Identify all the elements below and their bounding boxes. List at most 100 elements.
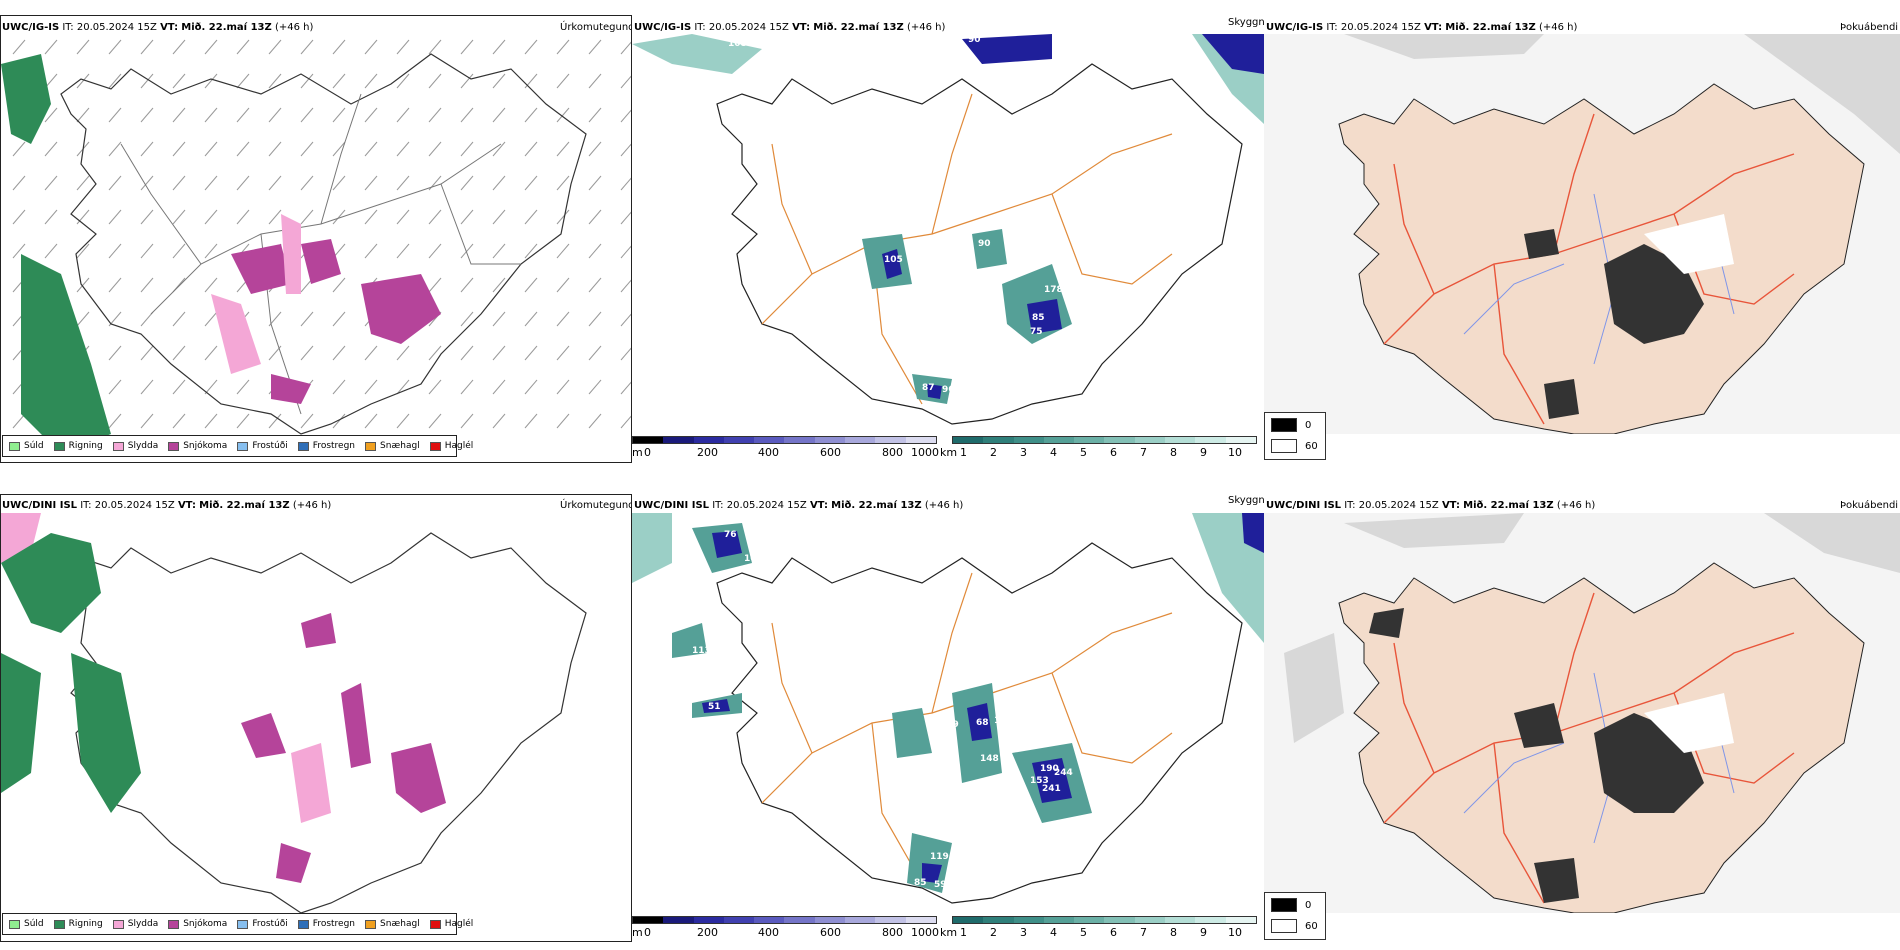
scale-tick: 2 <box>990 446 997 459</box>
wind-barb <box>492 379 506 395</box>
wind-barb <box>44 107 58 123</box>
wind-barb <box>524 107 538 123</box>
scale-swatch <box>1195 917 1226 923</box>
vis-sea-patches <box>632 34 1264 124</box>
legend-item: Frostúði <box>237 441 288 451</box>
wind-barb <box>588 277 602 293</box>
scale-swatch <box>723 437 755 443</box>
wind-barb <box>268 175 282 191</box>
ceiling-value-label: 33 <box>672 712 685 722</box>
legend-item: Frostúði <box>237 919 288 929</box>
scale-swatch <box>754 437 785 443</box>
wind-barb <box>300 175 314 191</box>
wind-barb <box>76 73 90 89</box>
ceiling-value-label: 244 <box>1054 768 1073 778</box>
wind-barb <box>172 413 186 429</box>
fog-legend-row: 60 <box>1271 439 1318 453</box>
wind-barb <box>268 107 282 123</box>
wind-barb <box>556 141 570 157</box>
wind-barb <box>396 243 410 259</box>
fog-sea-gray <box>1284 513 1900 743</box>
scale-tick: 8 <box>1170 926 1177 939</box>
panel-title: Úrkomutegund <box>560 500 632 511</box>
wind-barb <box>140 413 154 429</box>
legend-swatch <box>112 919 124 929</box>
scale-swatch <box>723 917 755 923</box>
ceiling-value-label: 119 <box>930 852 949 862</box>
legend-item: Snæhagl <box>365 919 420 929</box>
wind-barb <box>524 379 538 395</box>
wind-barb <box>140 175 154 191</box>
wind-barb <box>460 175 474 191</box>
wind-barb <box>332 141 346 157</box>
roads <box>120 93 521 415</box>
wind-barb <box>396 73 410 89</box>
fog-dark <box>1524 229 1704 419</box>
scale-swatch <box>875 917 906 923</box>
wind-barb <box>172 141 186 157</box>
ceiling-value-label: 119 <box>940 720 959 730</box>
ceiling-value-label: 51 <box>708 702 721 712</box>
wind-barb <box>492 107 506 123</box>
wind-barb <box>396 107 410 123</box>
precip-panel-dini: UWC/DINI ISL IT: 20.05.2024 15Z VT: Mið.… <box>0 480 632 950</box>
wind-barb <box>460 243 474 259</box>
fog-map <box>1264 513 1900 913</box>
wind-barb <box>620 211 631 225</box>
fog-map <box>1264 34 1900 434</box>
scale-tick: 400 <box>758 926 779 939</box>
scale-tick: 6 <box>1110 926 1117 939</box>
roads <box>1383 592 1795 904</box>
ceiling-value-label: 190 <box>1040 764 1059 774</box>
wind-barb <box>204 73 218 89</box>
wind-barb <box>556 277 570 293</box>
scale-tick: 200 <box>697 446 718 459</box>
wind-barb <box>492 413 506 429</box>
wind-barb <box>268 413 282 429</box>
wind-barb <box>588 413 602 429</box>
scale-tick: 10 <box>1228 446 1242 459</box>
legend-item: Frostregn <box>297 919 355 929</box>
wind-barb <box>300 209 314 225</box>
ceiling-value-label: 87 <box>922 383 935 393</box>
roads <box>1383 113 1795 425</box>
wind-barb <box>524 209 538 225</box>
ceiling-north <box>1242 513 1264 553</box>
scale-tick: 6 <box>1110 446 1117 459</box>
wind-barb <box>140 277 154 293</box>
wind-barb <box>428 243 442 259</box>
fog-light <box>1644 214 1734 274</box>
iceland-land <box>1338 83 1865 434</box>
wind-barb <box>396 209 410 225</box>
vis-unit: km <box>940 926 958 939</box>
wind-barb <box>588 39 602 55</box>
wind-barb <box>588 141 602 157</box>
wind-barb <box>204 311 218 327</box>
scale-swatch <box>983 917 1014 923</box>
ceiling-value-label: 148 <box>980 754 999 764</box>
wind-barb <box>556 175 570 191</box>
fog-legend-row: 0 <box>1271 898 1311 912</box>
wind-barb <box>172 243 186 259</box>
scale-tick: 400 <box>758 446 779 459</box>
ceiling-value-label: 108 <box>744 554 763 564</box>
wind-barb <box>556 73 570 89</box>
fog-legend: 0 60 <box>1264 412 1326 460</box>
wind-barb <box>140 73 154 89</box>
scale-tick: 7 <box>1140 446 1147 459</box>
scale-tick: 7 <box>1140 926 1147 939</box>
scale-swatch <box>1043 917 1075 923</box>
ceiling-scale: m 0 200 400 600 800 1000 <box>632 916 942 939</box>
scale-tick: 0 <box>644 446 651 459</box>
legend-swatch <box>237 919 249 929</box>
scale-swatch <box>693 437 724 443</box>
wind-barb <box>76 243 90 259</box>
ceiling-scale-bar <box>632 916 937 924</box>
ceiling-value-label: 108 <box>728 39 747 49</box>
precip-legend: Súld Rigning Slydda Snjókoma Frostúði Fr… <box>2 435 473 457</box>
wind-barb <box>204 175 218 191</box>
wind-barb <box>140 379 154 395</box>
scale-tick: 4 <box>1050 446 1057 459</box>
wind-barb <box>140 107 154 123</box>
